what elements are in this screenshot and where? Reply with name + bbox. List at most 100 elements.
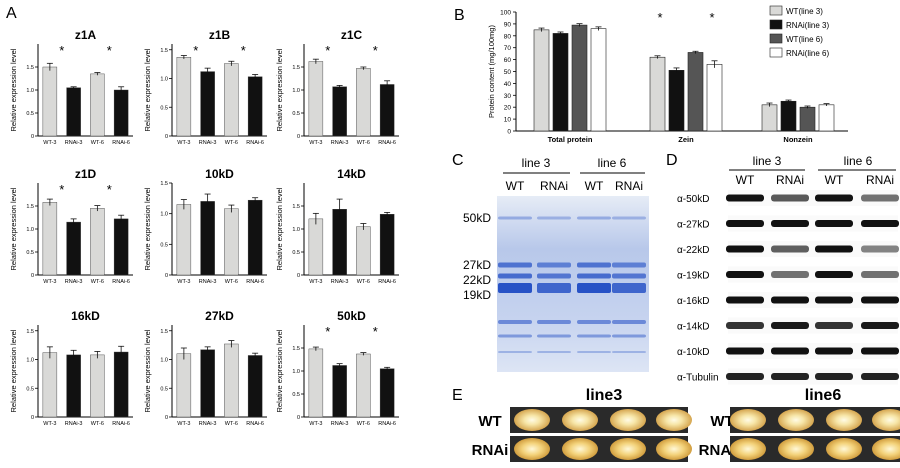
chart-title: z1D bbox=[75, 167, 97, 181]
bar bbox=[90, 354, 105, 418]
x-tick-label: WT-6 bbox=[91, 421, 104, 427]
y-tick-label: 0.5 bbox=[160, 386, 168, 392]
significance-star: * bbox=[107, 182, 112, 197]
gel-lane-label-3: WT bbox=[585, 179, 604, 193]
bar bbox=[379, 84, 395, 137]
x-tick-label: RNAi-6 bbox=[246, 140, 264, 146]
blot-band bbox=[815, 245, 853, 253]
blot-row: α-50kD bbox=[677, 190, 899, 206]
panel-a-charts: z1A Relative expression level 0 0.5 1.0 1.5 WT… bbox=[9, 28, 399, 427]
y-tick-label: 0 bbox=[165, 134, 168, 140]
significance-star: * bbox=[59, 43, 64, 58]
blot-row: α-27kD bbox=[677, 215, 899, 232]
blot-strip bbox=[728, 292, 898, 308]
x-tick-label: RNAi-3 bbox=[199, 421, 217, 427]
y-axis-label: Relative expression level bbox=[275, 329, 284, 412]
blot-band bbox=[815, 373, 853, 380]
bar bbox=[308, 348, 324, 418]
significance-star: * bbox=[325, 324, 330, 339]
gel-band bbox=[612, 262, 646, 268]
bar bbox=[247, 76, 263, 137]
bar bbox=[649, 56, 666, 132]
x-tick-label: RNAi-6 bbox=[378, 421, 396, 427]
gel-marker-27kd: 27kD bbox=[463, 258, 491, 272]
bar bbox=[247, 355, 263, 418]
kernel bbox=[656, 438, 692, 460]
legend-swatch bbox=[769, 19, 783, 30]
blot-lane-label-1: WT bbox=[736, 173, 755, 187]
gel-band bbox=[612, 334, 646, 338]
blot-row: α-22kD bbox=[677, 241, 899, 257]
y-tick-label: 0 bbox=[165, 273, 168, 279]
y-tick-label: 1.0 bbox=[292, 369, 300, 375]
blot-band bbox=[771, 194, 809, 202]
x-tick-label: RNAi-6 bbox=[246, 279, 264, 285]
blot-row-label: α-22kD bbox=[677, 245, 709, 256]
significance-star: * bbox=[193, 43, 198, 58]
blot-strip bbox=[728, 266, 898, 283]
y-axis-label: Relative expression level bbox=[143, 329, 152, 412]
chart-title: z1A bbox=[75, 28, 97, 42]
kernel bbox=[610, 409, 646, 431]
y-tick-label: 0.5 bbox=[26, 250, 34, 256]
x-tick-label: RNAi-6 bbox=[378, 140, 396, 146]
x-tick-label: WT-6 bbox=[91, 279, 104, 285]
bar bbox=[176, 204, 192, 276]
gel-marker-19kd: 19kD bbox=[463, 288, 491, 302]
y-tick-label: 1.0 bbox=[26, 88, 34, 94]
blot-band bbox=[726, 271, 764, 278]
x-tick-label: WT-3 bbox=[309, 279, 322, 285]
y-tick-label: 0 bbox=[297, 273, 300, 279]
y-tick-label: 0.5 bbox=[160, 242, 168, 248]
blot-band bbox=[815, 322, 853, 329]
y-tick-label: 0 bbox=[297, 134, 300, 140]
blot-band bbox=[726, 373, 764, 380]
panel-label-d: D bbox=[666, 152, 678, 169]
significance-star: * bbox=[373, 324, 378, 339]
bar bbox=[176, 353, 192, 418]
y-axis-label: Relative expression level bbox=[143, 48, 152, 131]
y-tick-label: 1.5 bbox=[26, 329, 34, 335]
kernel-row-label-wt-2: WT bbox=[710, 413, 733, 430]
kernel bbox=[562, 409, 598, 431]
bar bbox=[42, 202, 58, 276]
blot-band bbox=[815, 347, 853, 355]
x-tick-label: WT-3 bbox=[43, 279, 56, 285]
bar bbox=[200, 201, 215, 276]
y-tick-label: 1.0 bbox=[160, 212, 168, 218]
x-tick-label: RNAi-3 bbox=[331, 140, 349, 146]
significance-star: * bbox=[241, 43, 246, 58]
x-tick-label: RNAi-3 bbox=[331, 421, 349, 427]
gel-band bbox=[498, 320, 532, 324]
blot-band bbox=[815, 194, 853, 202]
bar bbox=[706, 64, 723, 132]
bar bbox=[66, 87, 81, 137]
y-tick-label: 1.0 bbox=[160, 77, 168, 83]
y-axis-label: Relative expression level bbox=[9, 329, 18, 412]
y-tick-label: 1.5 bbox=[292, 65, 300, 71]
panel-b-chart: Protein content (mg/100mg) 0 10 20 30 40 50 60 7… bbox=[487, 5, 848, 144]
bar bbox=[533, 29, 550, 132]
y-tick-label: 0.5 bbox=[292, 392, 300, 398]
blot-row: α-19kD bbox=[677, 266, 899, 283]
gel-band bbox=[577, 351, 611, 353]
gel-line-label-2: line 6 bbox=[598, 156, 627, 170]
blot-band bbox=[815, 220, 853, 227]
y-tick-label: 10 bbox=[504, 117, 512, 124]
x-tick-label: WT-6 bbox=[225, 140, 238, 146]
blot-row-label: α-19kD bbox=[677, 271, 709, 282]
kernel bbox=[826, 409, 862, 431]
bar bbox=[571, 24, 588, 132]
blot-strip bbox=[728, 215, 898, 232]
kernel-group-label-2: line6 bbox=[805, 387, 842, 404]
blot-band bbox=[815, 296, 853, 304]
bar bbox=[176, 57, 192, 137]
x-tick-label: RNAi-3 bbox=[199, 140, 217, 146]
x-tick-label: WT-3 bbox=[309, 421, 322, 427]
blot-band bbox=[726, 220, 764, 227]
small-chart-16kd: 16kD Relative expression level 0 0.5 1.0 1.5 W… bbox=[9, 309, 133, 427]
gel-band bbox=[498, 216, 532, 220]
blot-band bbox=[861, 373, 899, 380]
y-tick-label: 60 bbox=[504, 57, 512, 64]
blot-row: α-14kD bbox=[677, 317, 899, 334]
